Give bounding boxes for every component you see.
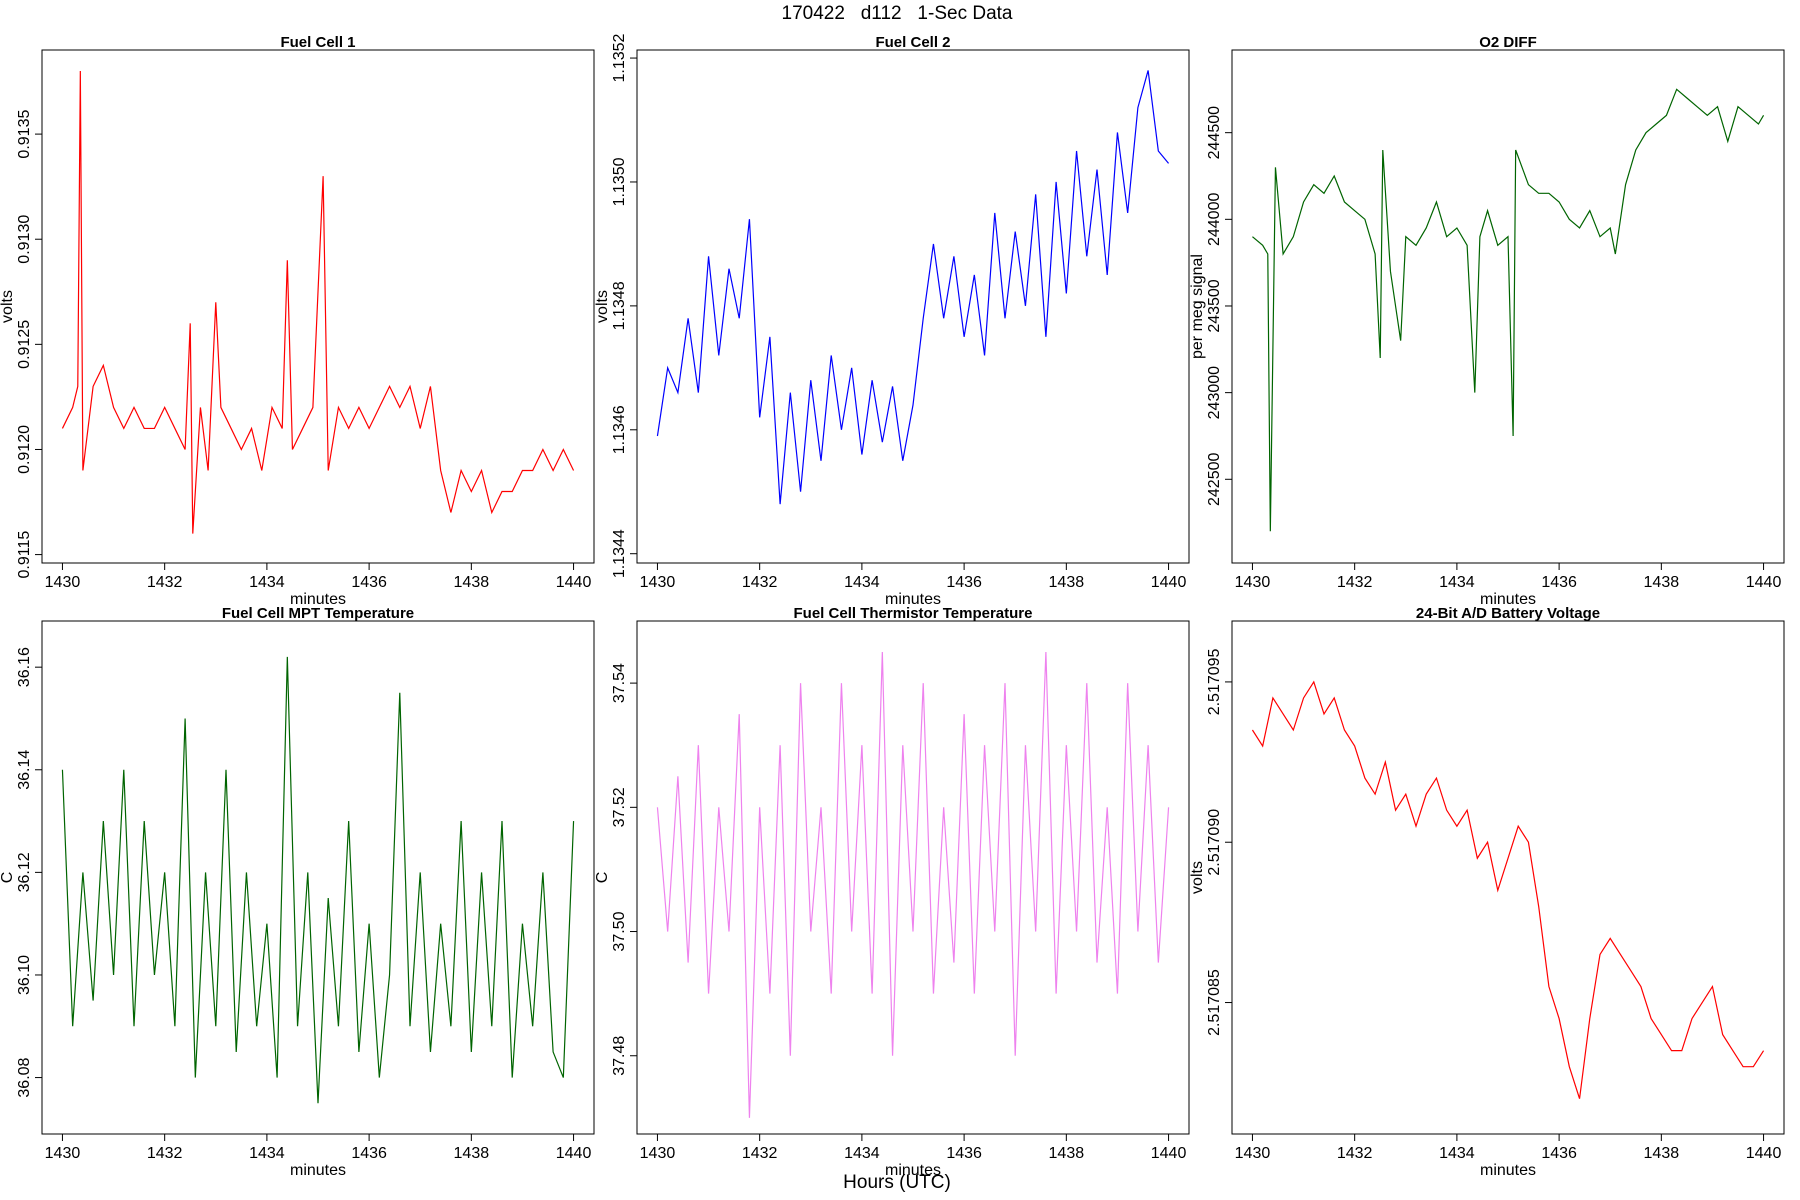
x-tick-label: 1432 bbox=[1337, 574, 1373, 591]
x-axis-label: minutes bbox=[885, 591, 941, 608]
y-tick-label: 2.517090 bbox=[1206, 809, 1223, 876]
x-tick-label: 1438 bbox=[1049, 1145, 1085, 1162]
x-tick-label: 1434 bbox=[249, 1145, 285, 1162]
x-tick-label: 1430 bbox=[45, 1145, 81, 1162]
y-tick-label: 36.16 bbox=[16, 647, 33, 687]
y-tick-label: 243500 bbox=[1206, 279, 1223, 332]
x-tick-label: 1430 bbox=[640, 574, 676, 591]
plot-box bbox=[41, 49, 595, 564]
panel-title: Fuel Cell 2 bbox=[875, 34, 950, 51]
x-tick-label: 1430 bbox=[45, 574, 81, 591]
data-line bbox=[656, 652, 1170, 1118]
x-tick-label: 1440 bbox=[556, 1145, 592, 1162]
x-tick-label: 1438 bbox=[1644, 574, 1680, 591]
x-tick-label: 1440 bbox=[556, 574, 592, 591]
y-tick-label: 244500 bbox=[1206, 106, 1223, 159]
y-axis-label: per meg signal bbox=[1189, 254, 1206, 359]
x-axis-label: minutes bbox=[1480, 1162, 1536, 1179]
y-tick-label: 0.9115 bbox=[16, 531, 33, 579]
data-line bbox=[656, 70, 1170, 505]
x-tick-label: 1438 bbox=[1644, 1145, 1680, 1162]
x-tick-label: 1434 bbox=[1439, 1145, 1475, 1162]
y-axis-label: C bbox=[594, 872, 611, 884]
y-tick-label: 1.1352 bbox=[611, 33, 628, 82]
x-tick-label: 1438 bbox=[454, 1145, 490, 1162]
y-tick-label: 37.54 bbox=[611, 663, 628, 703]
panel-title: Fuel Cell MPT Temperature bbox=[222, 605, 414, 622]
y-axis-label: C bbox=[0, 872, 16, 884]
x-tick-label: 1432 bbox=[742, 1145, 778, 1162]
x-tick-label: 1440 bbox=[1151, 574, 1187, 591]
x-tick-label: 1438 bbox=[1049, 574, 1085, 591]
panel-title: Fuel Cell 1 bbox=[280, 34, 355, 51]
y-tick-label: 1.1350 bbox=[611, 157, 628, 206]
y-tick-label: 0.9130 bbox=[16, 215, 33, 264]
plot-box bbox=[636, 620, 1190, 1135]
x-tick-label: 1432 bbox=[147, 1145, 183, 1162]
y-tick-label: 243000 bbox=[1206, 366, 1223, 419]
x-tick-label: 1438 bbox=[454, 574, 490, 591]
y-tick-label: 2.517095 bbox=[1206, 648, 1223, 715]
data-line bbox=[61, 656, 575, 1104]
x-tick-label: 1430 bbox=[1235, 1145, 1271, 1162]
y-axis-label: volts bbox=[594, 290, 611, 323]
figure-title: 170422 d112 1-Sec Data bbox=[782, 3, 1013, 24]
y-tick-label: 0.9125 bbox=[16, 320, 33, 369]
plot-box bbox=[41, 620, 595, 1135]
y-tick-label: 1.1348 bbox=[611, 281, 628, 330]
x-axis-label: minutes bbox=[885, 1162, 941, 1179]
y-tick-label: 36.12 bbox=[16, 852, 33, 892]
y-tick-label: 37.50 bbox=[611, 911, 628, 951]
figure-xlabel: Hours (UTC) bbox=[843, 1172, 951, 1193]
y-axis-label: volts bbox=[1189, 861, 1206, 894]
x-tick-label: 1436 bbox=[1541, 1145, 1577, 1162]
x-axis-label: minutes bbox=[290, 1162, 346, 1179]
y-tick-label: 1.1346 bbox=[611, 405, 628, 454]
plot-box bbox=[1231, 49, 1785, 564]
x-tick-label: 1440 bbox=[1746, 574, 1782, 591]
x-axis-label: minutes bbox=[290, 591, 346, 608]
x-tick-label: 1432 bbox=[742, 574, 778, 591]
x-tick-label: 1436 bbox=[1541, 574, 1577, 591]
x-tick-label: 1436 bbox=[351, 1145, 387, 1162]
x-tick-label: 1434 bbox=[844, 1145, 880, 1162]
y-tick-label: 36.14 bbox=[16, 750, 33, 790]
y-tick-label: 1.1344 bbox=[611, 529, 628, 578]
y-axis-label: volts bbox=[0, 290, 16, 323]
panel-title: O2 DIFF bbox=[1479, 34, 1537, 51]
y-tick-label: 0.9135 bbox=[16, 110, 33, 159]
y-tick-label: 242500 bbox=[1206, 452, 1223, 505]
x-tick-label: 1434 bbox=[249, 574, 285, 591]
x-tick-label: 1432 bbox=[147, 574, 183, 591]
x-tick-label: 1440 bbox=[1746, 1145, 1782, 1162]
panel-title: Fuel Cell Thermistor Temperature bbox=[794, 605, 1033, 622]
y-tick-label: 37.48 bbox=[611, 1036, 628, 1076]
x-tick-label: 1436 bbox=[351, 574, 387, 591]
x-tick-label: 1440 bbox=[1151, 1145, 1187, 1162]
x-tick-label: 1434 bbox=[844, 574, 880, 591]
y-tick-label: 244000 bbox=[1206, 193, 1223, 246]
x-tick-label: 1430 bbox=[1235, 574, 1271, 591]
y-tick-label: 2.517085 bbox=[1206, 969, 1223, 1036]
y-tick-label: 37.52 bbox=[611, 787, 628, 827]
y-tick-label: 36.08 bbox=[16, 1057, 33, 1097]
y-tick-label: 0.9120 bbox=[16, 425, 33, 474]
y-tick-label: 36.10 bbox=[16, 955, 33, 995]
data-line bbox=[1251, 680, 1765, 1099]
x-tick-label: 1436 bbox=[946, 574, 982, 591]
data-line bbox=[61, 71, 575, 534]
plot-box bbox=[636, 49, 1190, 564]
x-axis-label: minutes bbox=[1480, 591, 1536, 608]
x-tick-label: 1430 bbox=[640, 1145, 676, 1162]
x-tick-label: 1436 bbox=[946, 1145, 982, 1162]
data-line bbox=[1252, 88, 1765, 532]
plot-box bbox=[1231, 620, 1785, 1135]
x-tick-label: 1432 bbox=[1337, 1145, 1373, 1162]
panel-title: 24-Bit A/D Battery Voltage bbox=[1416, 605, 1600, 622]
x-tick-label: 1434 bbox=[1439, 574, 1475, 591]
